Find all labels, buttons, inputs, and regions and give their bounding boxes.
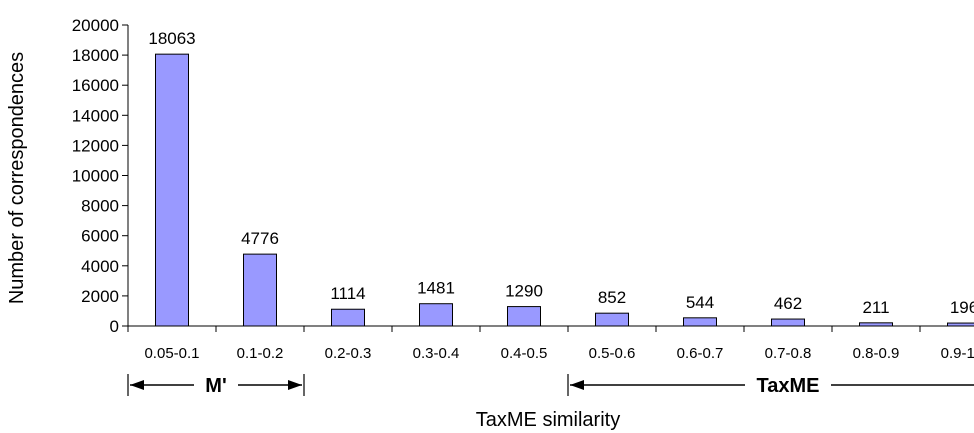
- y-tick-label: 6000: [81, 227, 119, 246]
- bar-0.4-0.5: [507, 306, 541, 327]
- y-tick-label: 18000: [72, 46, 119, 65]
- data-label: 1114: [330, 284, 365, 303]
- range-annotations: M' TaxME: [127, 374, 974, 397]
- category-label: 0.2-0.3: [325, 345, 372, 362]
- data-labels: 18063 4776 1114 1481 1290 852 544 462 211 196: [148, 29, 974, 317]
- range-arrowhead-left: [130, 380, 144, 390]
- range-arrowhead-right: [288, 380, 302, 390]
- y-tick-label: 0: [110, 317, 119, 336]
- y-tick-label: 16000: [72, 76, 119, 95]
- category-label: 0.1-0.2: [237, 345, 284, 362]
- range-label: M': [205, 375, 226, 397]
- y-axis: 0 2000 4000 6000 8000 10000 12000 14000 16000 180…: [72, 16, 129, 336]
- category-label: 0.4-0.5: [501, 345, 548, 362]
- category-label: 0.7-0.8: [765, 345, 812, 362]
- y-tick-label: 4000: [81, 257, 119, 276]
- data-label: 211: [862, 298, 889, 317]
- data-label: 852: [598, 288, 626, 307]
- data-label: 462: [774, 294, 802, 313]
- range-label: TaxME: [757, 375, 820, 397]
- bar-0.6-0.7: [683, 317, 717, 327]
- range-m-prime: M': [127, 374, 305, 397]
- bar-0.7-0.8: [771, 318, 805, 327]
- y-axis-title: Number of correspondences: [6, 52, 28, 304]
- bar-0.9-1.0: [947, 322, 974, 327]
- data-label: 544: [686, 293, 714, 312]
- bars: [155, 53, 974, 327]
- category-label: 0.3-0.4: [413, 345, 460, 362]
- bar-0.3-0.4: [419, 303, 453, 327]
- range-taxme: TaxME: [567, 374, 974, 397]
- data-label: 18063: [148, 29, 195, 48]
- bar-0.2-0.3: [331, 308, 365, 327]
- y-tick-label: 8000: [81, 197, 119, 216]
- y-tick-label: 10000: [72, 167, 119, 186]
- bar-0.5-0.6: [595, 312, 629, 327]
- category-labels: 0.05-0.1 0.1-0.2 0.2-0.3 0.3-0.4 0.4-0.5 0.5-…: [144, 345, 974, 362]
- y-tick-label: 14000: [72, 106, 119, 125]
- bar-0.8-0.9: [859, 322, 893, 327]
- data-label: 1481: [417, 279, 455, 298]
- data-label: 4776: [241, 229, 279, 248]
- y-tick-label: 2000: [81, 287, 119, 306]
- x-axis-title: TaxME similarity: [476, 409, 620, 431]
- data-label: 196: [950, 298, 974, 317]
- category-label: 0.8-0.9: [853, 345, 900, 362]
- bar-0.1-0.2: [243, 253, 277, 327]
- category-label: 0.6-0.7: [677, 345, 724, 362]
- data-label: 1290: [505, 282, 543, 301]
- y-tick-label: 20000: [72, 16, 119, 35]
- range-arrowhead-left: [570, 380, 584, 390]
- category-label: 0.9-1.0: [941, 345, 974, 362]
- x-axis: [127, 325, 974, 332]
- category-label: 0.05-0.1: [144, 345, 199, 362]
- bar-0.05-0.1: [155, 53, 189, 327]
- category-label: 0.5-0.6: [589, 345, 636, 362]
- y-tick-label: 12000: [72, 136, 119, 155]
